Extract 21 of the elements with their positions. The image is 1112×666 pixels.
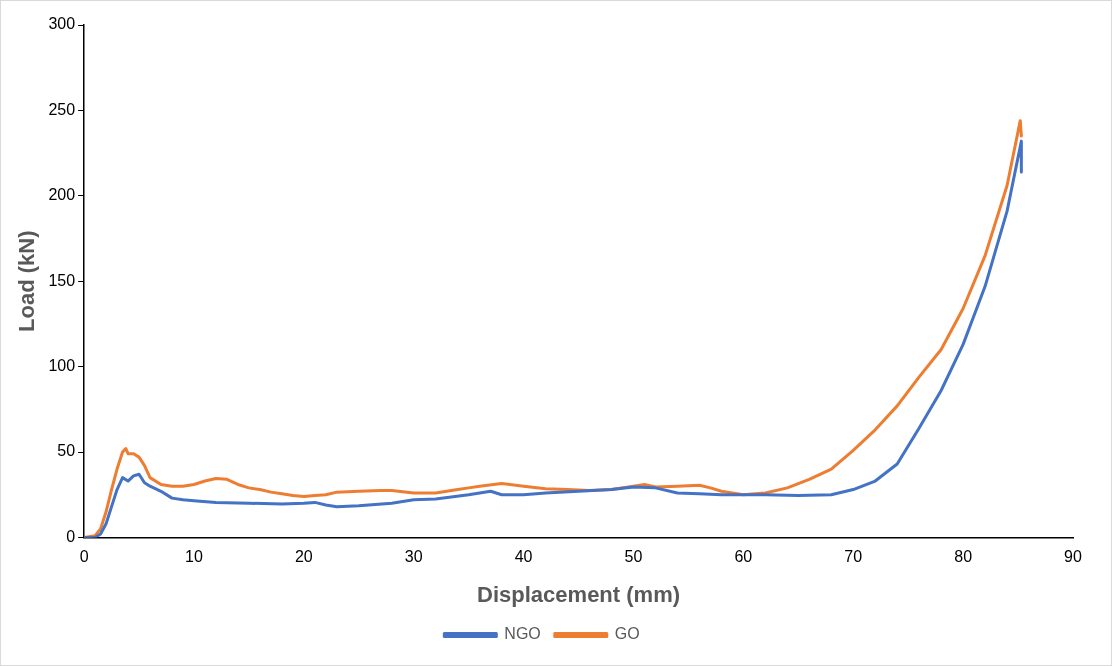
y-tick-label: 250 <box>48 100 76 118</box>
y-tick-label: 0 <box>66 527 76 545</box>
x-tick-label: 10 <box>185 548 203 566</box>
y-tick-label: 300 <box>48 15 76 33</box>
legend-label: NGO <box>504 625 541 643</box>
x-tick-label: 70 <box>844 548 863 566</box>
x-tick-label: 0 <box>79 548 89 566</box>
x-tick-label: 40 <box>514 548 533 566</box>
y-tick-label: 150 <box>48 271 76 289</box>
x-tick-label: 90 <box>1064 548 1082 566</box>
legend-label: GO <box>614 625 640 643</box>
y-tick-label: 50 <box>57 442 76 460</box>
y-tick-label: 100 <box>48 357 76 375</box>
x-tick-label: 30 <box>404 548 423 566</box>
y-axis-title: Load (kN) <box>14 230 40 332</box>
x-tick-label: 60 <box>734 548 753 566</box>
x-tick-label: 50 <box>624 548 643 566</box>
y-tick-label: 200 <box>48 186 76 204</box>
x-tick-label: 20 <box>294 548 313 566</box>
x-tick-label: 80 <box>954 548 973 566</box>
x-axis-title: Displacement (mm) <box>477 581 681 607</box>
